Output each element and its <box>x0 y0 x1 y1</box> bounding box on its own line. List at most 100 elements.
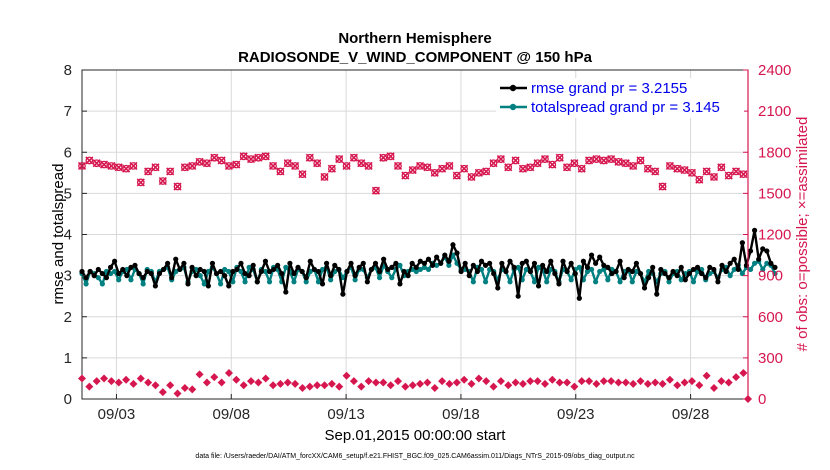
totalspread-point <box>226 268 232 275</box>
obs-assimilated-marker <box>408 166 417 175</box>
rmse-point <box>185 281 191 287</box>
rmse-point <box>177 266 183 273</box>
rmse-point <box>242 270 248 277</box>
obs-assimilated-point <box>320 381 329 390</box>
rmse-point <box>707 264 713 270</box>
rmse-point <box>735 266 741 273</box>
obs-assimilated-marker <box>246 155 256 164</box>
obs-assimilated-point <box>511 378 520 387</box>
obs-assimilated-point <box>100 374 109 383</box>
totalspread-point <box>446 262 452 268</box>
x-tick-label: 09/03 <box>98 406 136 423</box>
rmse-point <box>360 260 366 266</box>
right-y-tick-label: 600 <box>758 309 783 326</box>
obs-assimilated-marker <box>349 153 358 162</box>
rmse-point <box>291 270 297 277</box>
rmse-point <box>319 281 326 287</box>
rmse-point <box>703 275 709 281</box>
rmse-point <box>262 258 269 264</box>
rmse-point <box>217 268 224 275</box>
obs-assimilated-point <box>349 377 358 386</box>
obs-assimilated-point <box>460 375 469 384</box>
obs-assimilated-point <box>335 382 344 391</box>
obs-assimilated-point <box>217 378 226 387</box>
totalspread-point <box>352 277 358 283</box>
obs-assimilated-point <box>526 377 535 386</box>
totalspread-point <box>291 279 297 285</box>
rmse-point <box>246 273 252 279</box>
obs-possible-marker <box>232 160 241 169</box>
rmse-point <box>662 270 668 277</box>
obs-assimilated-point <box>621 378 630 387</box>
left-y-tick-label: 3 <box>64 268 72 285</box>
rmse-point <box>617 258 623 264</box>
obs-assimilated-marker <box>526 163 535 172</box>
obs-possible-marker <box>276 167 285 176</box>
rmse-point <box>527 268 534 275</box>
obs-possible-marker <box>386 152 395 161</box>
left-y-tick-label: 8 <box>64 62 72 79</box>
obs-assimilated-point <box>724 378 733 387</box>
obs-assimilated-marker <box>658 182 667 191</box>
rmse-point <box>474 268 481 275</box>
obs-assimilated-point <box>695 381 704 390</box>
obs-assimilated-point <box>452 378 461 387</box>
obs-possible-marker <box>460 164 468 173</box>
obs-assimilated-point <box>687 377 696 386</box>
obs-assimilated-marker <box>386 152 395 161</box>
rmse-point <box>287 260 293 266</box>
obs-assimilated-point <box>489 382 498 391</box>
legend-box <box>496 78 744 118</box>
obs-assimilated-point <box>129 379 138 388</box>
rmse-point <box>584 264 591 270</box>
obs-possible-marker <box>210 153 219 162</box>
obs-assimilated-marker <box>570 159 579 168</box>
rmse-point <box>197 266 203 273</box>
obs-assimilated-point <box>144 378 153 387</box>
obs-possible-marker <box>144 167 152 176</box>
obs-assimilated-marker <box>636 156 645 165</box>
rmse-point <box>356 264 362 270</box>
obs-possible-marker <box>247 155 255 163</box>
rmse-point <box>690 266 697 273</box>
obs-assimilated-marker <box>144 167 153 176</box>
totalspread-point <box>470 279 476 285</box>
obs-possible-marker <box>724 171 733 180</box>
obs-possible-marker <box>680 166 689 174</box>
obs-assimilated-point <box>680 378 689 387</box>
obs-assimilated-point <box>180 384 189 393</box>
left-y-tick-label: 0 <box>64 391 72 408</box>
obs-assimilated-point <box>474 374 483 383</box>
obs-possible-marker <box>497 155 505 163</box>
obs-assimilated-point <box>327 379 336 388</box>
totalspread-point <box>238 268 244 275</box>
rmse-point <box>189 264 195 270</box>
obs-possible-marker <box>533 159 542 168</box>
x-tick-label: 09/13 <box>327 406 365 423</box>
obs-assimilated-point <box>261 374 270 383</box>
obs-possible-marker <box>261 152 270 161</box>
rmse-point <box>747 248 754 254</box>
obs-possible-marker <box>320 173 329 181</box>
obs-possible-marker <box>394 162 402 170</box>
right-y-tick-label: 300 <box>758 350 783 367</box>
rmse-point <box>148 270 154 277</box>
obs-possible-marker <box>166 167 175 176</box>
rmse-point <box>340 291 346 297</box>
rmse-point <box>295 264 301 270</box>
rmse-point <box>580 258 586 264</box>
rmse-point <box>458 268 464 275</box>
totalspread-point <box>523 266 529 273</box>
obs-possible-marker <box>114 163 123 172</box>
rmse-point <box>731 256 737 262</box>
rmse-point <box>699 270 705 277</box>
rmse-point <box>768 260 774 266</box>
left-y-tick-label: 4 <box>64 227 72 244</box>
totalspread-point <box>678 277 684 283</box>
obs-assimilated-marker <box>460 164 469 173</box>
rmse-point <box>593 260 599 266</box>
rmse-point <box>625 266 631 273</box>
rmse-point <box>124 273 130 279</box>
obs-possible-marker <box>519 164 527 173</box>
